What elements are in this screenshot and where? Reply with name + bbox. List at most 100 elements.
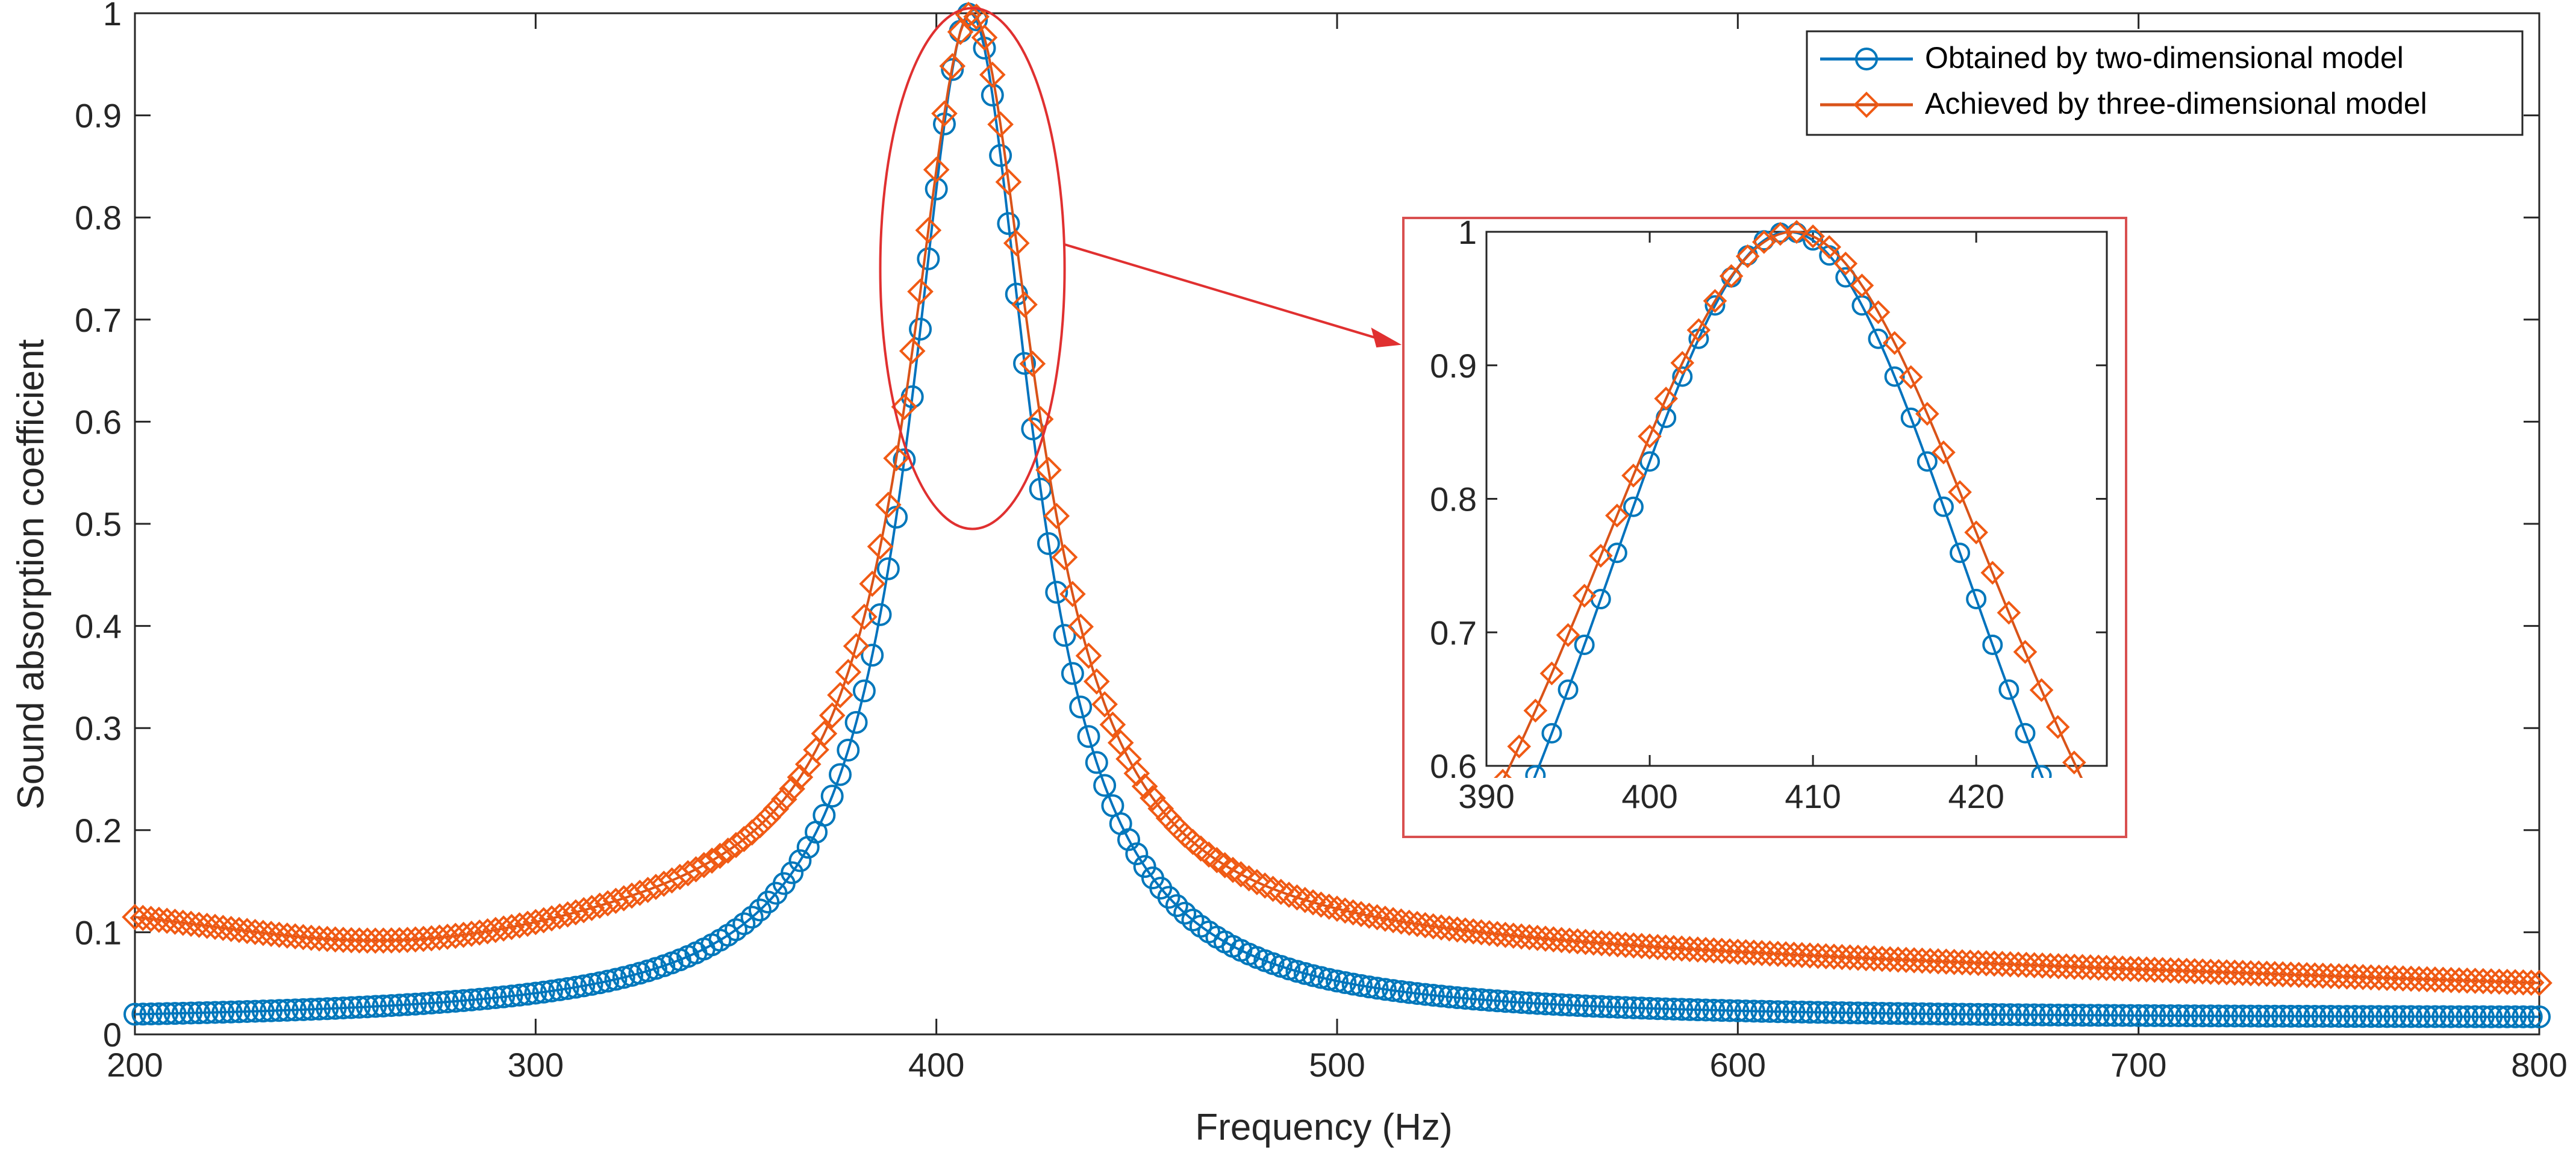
inset-data-point (1785, 220, 1809, 244)
inset-data-point (1654, 387, 1678, 411)
inset-data-point (1639, 451, 1661, 472)
data-point (1918, 1002, 1942, 1025)
data-point (1556, 927, 1583, 954)
data-point (2263, 1004, 2286, 1028)
y-axis-label: Sound absorption coefficient (10, 339, 52, 809)
data-point (298, 924, 325, 951)
legend-item-3d (1820, 92, 1913, 118)
y-tick-label: 0.9 (75, 97, 122, 135)
data-point (2079, 1004, 2102, 1027)
x-tick-label: 500 (1309, 1046, 1365, 1084)
y-tick-label: 0.4 (75, 608, 122, 645)
data-point (1013, 352, 1037, 375)
data-point (129, 904, 157, 931)
data-point (875, 491, 902, 518)
data-point (1388, 908, 1415, 935)
data-point (1854, 1001, 1878, 1025)
data-point (891, 393, 918, 420)
data-point (1622, 996, 1645, 1019)
data-point (1678, 998, 1701, 1021)
x-tick-label: 700 (2110, 1046, 2166, 1084)
inset-data-point (1623, 496, 1644, 517)
inset-data-point (1507, 734, 1532, 759)
data-point (193, 912, 220, 939)
data-point (2239, 1004, 2262, 1028)
data-point (1636, 933, 1663, 960)
y-tick-label: 1 (103, 0, 122, 33)
inset-data-point (1477, 881, 1495, 900)
data-point (1486, 989, 1509, 1013)
data-point (851, 603, 878, 630)
data-point (2504, 1005, 2527, 1028)
data-point (1974, 1002, 1998, 1026)
inset-data-point (1525, 765, 1546, 778)
inset-data-point (1686, 318, 1711, 343)
inset-series-3d (1494, 220, 2086, 778)
data-point (1235, 865, 1262, 892)
data-point (1211, 852, 1238, 878)
data-point (147, 1002, 170, 1025)
inset-data-point (2031, 765, 2052, 778)
data-point (2295, 1004, 2319, 1028)
data-point (1428, 914, 1455, 941)
x-tick-label: 300 (508, 1046, 564, 1084)
data-point (1332, 897, 1359, 924)
inset-data-point (1605, 503, 1629, 528)
inset-data-point (1915, 402, 1939, 426)
inset-plot-area (1477, 220, 2086, 900)
data-point (460, 988, 483, 1012)
inset-data-point (1574, 635, 1595, 656)
inset-data-point (2015, 723, 2036, 744)
data-point (1283, 884, 1311, 911)
data-point (963, 3, 990, 30)
inset-data-point (1998, 679, 2019, 700)
data-point (1326, 969, 1349, 993)
data-point (812, 804, 836, 827)
data-point (404, 992, 427, 1016)
data-point (788, 849, 812, 872)
data-point (170, 909, 196, 936)
data-point (161, 909, 189, 935)
data-point (1582, 995, 1605, 1018)
data-point (1053, 624, 1076, 647)
data-point (1686, 998, 1709, 1022)
data-point (2022, 1003, 2046, 1027)
data-point (876, 557, 900, 580)
data-point (1317, 968, 1341, 991)
inset-data-point (1980, 561, 2005, 585)
legend-label-3d: Achieved by three-dimensional model (1925, 87, 2427, 120)
data-point (2463, 1005, 2487, 1028)
inset-data-point (1494, 769, 1512, 778)
data-point (1069, 695, 1093, 719)
data-point (1566, 994, 1589, 1018)
data-point (178, 910, 204, 937)
y-tick-label: 0 (103, 1016, 122, 1054)
data-point (578, 895, 605, 921)
data-point (1035, 456, 1062, 483)
data-point (1462, 987, 1485, 1011)
inset-chart: 390 400 410 420 0.6 0.7 0.8 0.9 1 (1402, 213, 2127, 900)
data-point (179, 1001, 203, 1025)
data-point (1894, 1002, 1918, 1025)
series-line (134, 13, 2539, 1018)
data-point (690, 852, 717, 878)
data-point (580, 972, 603, 996)
data-point (1942, 1002, 1966, 1026)
data-point (2054, 1003, 2078, 1027)
data-point (171, 1001, 195, 1025)
data-point (971, 24, 998, 51)
data-point (219, 1000, 243, 1024)
data-point (781, 861, 804, 884)
data-point (843, 633, 870, 659)
data-point (482, 916, 509, 943)
data-point (1870, 1001, 1894, 1025)
data-point (2480, 1005, 2503, 1028)
data-point (1477, 989, 1501, 1012)
data-point (1476, 920, 1503, 946)
data-point (258, 921, 285, 947)
data-point (2327, 1005, 2351, 1028)
data-point (1276, 881, 1302, 908)
data-point (2447, 1005, 2471, 1028)
data-point (2159, 1004, 2182, 1027)
